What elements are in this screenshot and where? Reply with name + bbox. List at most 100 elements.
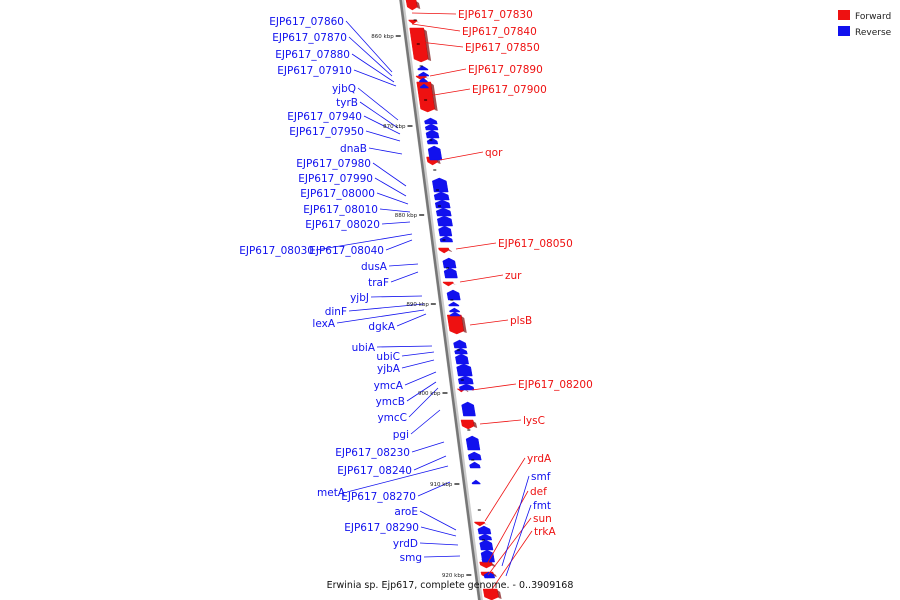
reverse-gene-ejp617-07940[interactable] (425, 129, 442, 139)
gene-label-ejp617-07870[interactable]: EJP617_07870 (272, 32, 347, 44)
gene-label-dusa[interactable]: dusA (361, 261, 388, 273)
reverse-gene-ejp617-07990[interactable] (433, 191, 452, 201)
gene-label-yrdd[interactable]: yrdD (393, 538, 418, 550)
reverse-gene-dgka[interactable] (449, 311, 464, 317)
gene-label-ubic[interactable]: ubiC (376, 351, 400, 363)
gene-label-ejp617-07850[interactable]: EJP617_07850 (465, 42, 540, 54)
reverse-gene-dusa[interactable] (442, 257, 459, 269)
reverse-gene-ejp617-07980[interactable] (432, 177, 451, 193)
gene-label-yrda[interactable]: yrdA (527, 453, 552, 465)
reverse-gene-ejp617-08010[interactable] (435, 207, 454, 217)
forward-gene-ejp617-08050[interactable] (438, 247, 453, 254)
gene-label-ymca[interactable]: ymcA (374, 380, 404, 392)
forward-gene-ejp617-07850[interactable] (409, 27, 432, 63)
reverse-gene-ejp617-07910[interactable] (419, 83, 432, 89)
forward-gene-ejp617-07840[interactable] (408, 19, 421, 25)
gene-label-smg[interactable]: smg (400, 552, 422, 564)
gene-label-pgi[interactable]: pgi (393, 429, 409, 441)
reverse-gene-yjba[interactable] (455, 353, 471, 365)
reverse-gene-yjbj[interactable] (446, 289, 463, 301)
gene-label-ejp617-08200[interactable]: EJP617_08200 (518, 379, 593, 391)
reverse-gene-ejp617-08230[interactable] (465, 435, 483, 451)
gene-label-ejp617-07910[interactable]: EJP617_07910 (277, 65, 352, 77)
gene-label-ejp617-07900[interactable]: EJP617_07900 (472, 84, 547, 96)
gene-label-ejp617-08290[interactable]: EJP617_08290 (344, 522, 419, 534)
gene-label-yjbj[interactable]: yjbJ (350, 292, 369, 304)
reverse-gene-ejp617-08240[interactable] (467, 451, 484, 461)
gene-label-ejp617-08010[interactable]: EJP617_08010 (303, 204, 378, 216)
reverse-gene-ymca[interactable] (456, 363, 476, 377)
reverse-gene-ymcb[interactable] (457, 375, 476, 385)
gene-label-qor[interactable]: qor (485, 147, 503, 159)
gene-label-ejp617-08040[interactable]: EJP617_08040 (309, 245, 384, 257)
gene-label-ejp617-08000[interactable]: EJP617_08000 (300, 188, 375, 200)
forward-gene-trka[interactable] (482, 588, 502, 600)
forward-gene-zur[interactable] (442, 281, 457, 287)
gene-label-plsb[interactable]: plsB (510, 315, 532, 327)
gene-label-ejp617-07840[interactable]: EJP617_07840 (462, 26, 537, 38)
reverse-gene-dnab[interactable] (427, 145, 445, 161)
reverse-gene-ejp617-08020[interactable] (437, 215, 455, 227)
gene-label-lysc[interactable]: lysC (523, 415, 545, 427)
gene-label-ymcc[interactable]: ymcC (377, 412, 407, 424)
gene-label-ejp617-07890[interactable]: EJP617_07890 (468, 64, 543, 76)
gene-label-traf[interactable]: traF (368, 277, 389, 289)
gene-label-sun[interactable]: sun (533, 513, 552, 525)
reverse-gene-dinf[interactable] (448, 301, 463, 307)
reverse-gene-traf[interactable] (443, 267, 460, 279)
reverse-gene-ejp617-08040[interactable] (439, 235, 456, 243)
gene-label-def[interactable]: def (530, 486, 547, 498)
reverse-gene-yjbq[interactable] (424, 117, 440, 125)
gene-label-ejp617-07940[interactable]: EJP617_07940 (287, 111, 362, 123)
gene-label-smf[interactable]: smf (531, 471, 551, 483)
gene-label-meta[interactable]: metA (317, 487, 346, 499)
reverse-gene-aroe[interactable] (477, 525, 494, 535)
gene-label-fmt[interactable]: fmt (533, 500, 551, 512)
forward-gene-ejp617-07900[interactable] (416, 81, 438, 113)
reverse-gene-pgi[interactable] (461, 401, 479, 417)
gene-label-ejp617-08050[interactable]: EJP617_08050 (498, 238, 573, 250)
reverse-gene-ubic[interactable] (454, 347, 471, 355)
gene-label-tyrb[interactable]: tyrB (336, 97, 358, 109)
gene-label-zur[interactable]: zur (505, 270, 522, 282)
reverse-gene-ejp617-07950[interactable] (426, 137, 441, 145)
gene-label-ejp617-08270[interactable]: EJP617_08270 (341, 491, 416, 503)
reverse-gene-tyrb[interactable] (424, 123, 441, 131)
forward-gene-lysc[interactable] (460, 419, 478, 430)
reverse-gene-ubia[interactable] (453, 339, 470, 349)
reverse-gene-ejp617-08290[interactable] (478, 533, 495, 541)
reverse-gene-ejp617-08000[interactable] (434, 199, 453, 209)
reverse-gene-smf[interactable] (481, 555, 496, 563)
reverse-gene-ejp617-07860[interactable] (417, 65, 432, 71)
gene-label-ejp617-07990[interactable]: EJP617_07990 (298, 173, 373, 185)
gene-label-ejp617-07860[interactable]: EJP617_07860 (269, 16, 344, 28)
gene-label-yjba[interactable]: yjbA (377, 363, 401, 375)
gene-label-ymcb[interactable]: ymcB (376, 396, 405, 408)
reverse-gene-ejp617-08030[interactable] (438, 225, 455, 237)
gene-label-yjbq[interactable]: yjbQ (332, 83, 356, 95)
forward-gene-yrda[interactable] (473, 521, 488, 527)
reverse-gene-lexa[interactable] (449, 307, 463, 313)
gene-label-ubia[interactable]: ubiA (352, 342, 376, 354)
reverse-gene-ymcc[interactable] (459, 383, 477, 391)
gene-label-ejp617-07950[interactable]: EJP617_07950 (289, 126, 364, 138)
gene-label-ejp617-08230[interactable]: EJP617_08230 (335, 447, 410, 459)
gene-label-aroe[interactable]: aroE (394, 506, 418, 518)
reverse-gene-ejp617-08270[interactable] (471, 479, 484, 485)
reverse-gene-ejp617-07880[interactable] (418, 77, 431, 83)
gene-label-ejp617-07980[interactable]: EJP617_07980 (296, 158, 371, 170)
forward-gene-plsb[interactable] (446, 314, 467, 335)
gene-label-ejp617-08240[interactable]: EJP617_08240 (337, 465, 412, 477)
gene-label-ejp617-07830[interactable]: EJP617_07830 (458, 9, 533, 21)
forward-gene-ejp617-07830[interactable] (405, 0, 421, 11)
gene-label-ejp617-08020[interactable]: EJP617_08020 (305, 219, 380, 231)
gene-label-dgka[interactable]: dgkA (368, 321, 395, 333)
reverse-gene-meta[interactable] (469, 461, 484, 469)
gene-label-dinf[interactable]: dinF (325, 306, 347, 318)
gene-label-ejp617-07880[interactable]: EJP617_07880 (275, 49, 350, 61)
gene-label-dnab[interactable]: dnaB (340, 143, 367, 155)
gene-label-lexa[interactable]: lexA (312, 318, 335, 330)
reverse-gene-yrdd[interactable] (479, 539, 496, 551)
gene-label-trka[interactable]: trkA (534, 526, 557, 538)
reverse-gene-ejp617-07870[interactable] (418, 71, 432, 77)
